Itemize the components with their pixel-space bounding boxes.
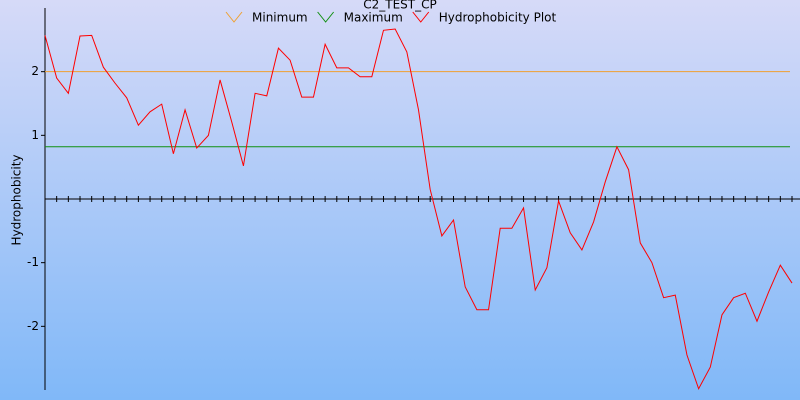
data-line xyxy=(44,28,793,390)
legend-label: Hydrophobicity Plot xyxy=(439,11,557,25)
legend-icon xyxy=(412,11,430,23)
legend-icon xyxy=(225,11,243,23)
legend-label: Maximum xyxy=(344,11,403,25)
y-tick-label: -1 xyxy=(27,255,39,269)
chart-title: C2_TEST_CP xyxy=(363,0,437,12)
y-axis-label: Hydrophobicity xyxy=(10,154,24,245)
y-tick-label: 2 xyxy=(31,64,39,78)
y-tick-label: 1 xyxy=(31,128,39,142)
legend-label: Minimum xyxy=(252,11,308,25)
y-tick-label: -2 xyxy=(27,319,39,333)
legend-icon xyxy=(317,11,335,23)
